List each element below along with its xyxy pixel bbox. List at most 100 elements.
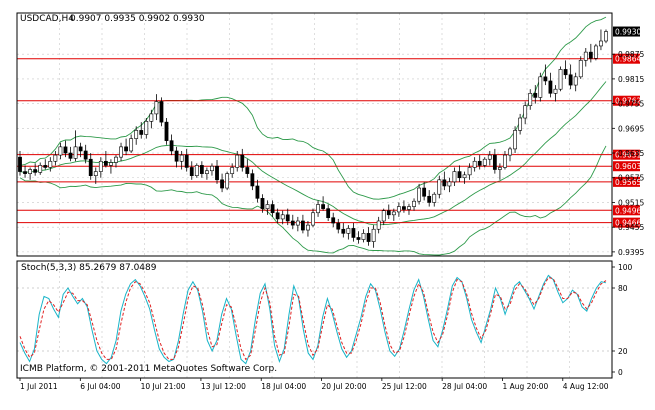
candle	[300, 214, 305, 234]
candle	[376, 216, 381, 234]
candle	[230, 163, 235, 178]
candle	[93, 167, 98, 184]
candle	[290, 214, 295, 230]
candle-body	[588, 51, 593, 59]
candle-body	[518, 117, 523, 131]
candle	[194, 163, 199, 178]
candle	[63, 140, 68, 158]
candle	[558, 66, 563, 92]
candle	[78, 142, 83, 158]
axes: 0.98750.98150.97550.96950.96350.95750.95…	[19, 26, 644, 391]
candle	[432, 192, 437, 207]
price-tick-label: 0.9815	[618, 75, 644, 84]
candle-body	[366, 233, 371, 242]
candle-body	[169, 140, 174, 152]
candle	[58, 142, 63, 160]
candle	[149, 109, 154, 129]
candle	[270, 200, 275, 217]
candle-body	[23, 171, 27, 174]
candle-body	[149, 113, 154, 122]
candle	[593, 43, 598, 61]
candle	[568, 64, 573, 90]
candle	[538, 72, 543, 102]
candle-body	[194, 165, 199, 176]
candle	[472, 157, 477, 172]
candle-body	[568, 74, 573, 86]
level-price-tag	[613, 95, 640, 106]
stochastic-tick-label: 0	[618, 368, 623, 377]
candle-body	[427, 195, 432, 203]
candle	[351, 223, 356, 242]
candle	[427, 190, 432, 207]
candle-body	[109, 162, 113, 166]
stochastic-tick-label: 20	[618, 347, 628, 356]
candle-body	[88, 158, 93, 176]
candle-body	[331, 217, 336, 224]
level-price-tag	[613, 205, 640, 216]
candle	[174, 146, 179, 168]
bollinger-upper-line	[19, 16, 607, 200]
candle	[189, 161, 194, 180]
candle-body	[275, 212, 280, 220]
candle-body	[523, 105, 528, 119]
candle	[215, 160, 219, 184]
candle	[336, 218, 341, 234]
bollinger-lower-line	[19, 145, 607, 256]
candle	[523, 101, 528, 125]
candle-body	[93, 171, 98, 176]
time-tick-label: 1 Aug 20:00	[502, 382, 548, 391]
candle-body	[437, 179, 442, 195]
time-tick-label: 18 Jul 04:00	[261, 382, 306, 391]
level-price-tag	[613, 161, 640, 172]
candle-body	[78, 146, 83, 152]
candle	[235, 150, 240, 172]
candle-body	[306, 224, 310, 231]
candle	[220, 173, 224, 193]
stochastic-main-line	[19, 274, 607, 365]
candle-body	[174, 150, 179, 162]
candle	[280, 210, 285, 225]
candle	[482, 157, 487, 168]
candle-body	[558, 69, 563, 90]
grid	[17, 13, 612, 378]
candle	[311, 208, 315, 228]
level-price-label: 0.9565	[615, 178, 641, 187]
candle-body	[341, 228, 346, 234]
candle	[553, 85, 558, 102]
price-tick-label: 0.9695	[618, 124, 644, 133]
candle-body	[230, 167, 235, 174]
candle-body	[245, 167, 250, 174]
candle-body	[48, 160, 53, 168]
candle-body	[457, 171, 462, 179]
candle-body	[154, 101, 159, 115]
candle	[205, 167, 209, 180]
candle-body	[189, 167, 194, 176]
candle	[225, 171, 230, 191]
level-price-label: 0.9631	[615, 151, 641, 160]
candle-body	[503, 154, 507, 168]
candle-body	[43, 165, 48, 168]
candle-body	[487, 154, 492, 160]
candle	[154, 94, 159, 121]
candle	[245, 159, 250, 178]
candle	[361, 229, 366, 243]
price-tick-label: 0.9755	[618, 100, 644, 109]
candle-body	[583, 51, 588, 61]
candle	[18, 150, 22, 176]
level-price-label: 0.9864	[615, 55, 641, 64]
candle	[462, 171, 467, 184]
level-price-tag	[613, 176, 640, 187]
candle	[356, 231, 361, 244]
candle	[381, 208, 386, 226]
candle-body	[548, 80, 553, 94]
candle-body	[381, 210, 386, 222]
candle	[467, 163, 472, 180]
candle-body	[391, 211, 396, 216]
candle	[563, 60, 568, 79]
candlestick-series	[18, 29, 608, 248]
candle-body	[144, 121, 149, 135]
candle-body	[351, 228, 356, 238]
stochastic-label: Stoch(5,3,3) 85.2679 87.0489	[21, 263, 157, 273]
